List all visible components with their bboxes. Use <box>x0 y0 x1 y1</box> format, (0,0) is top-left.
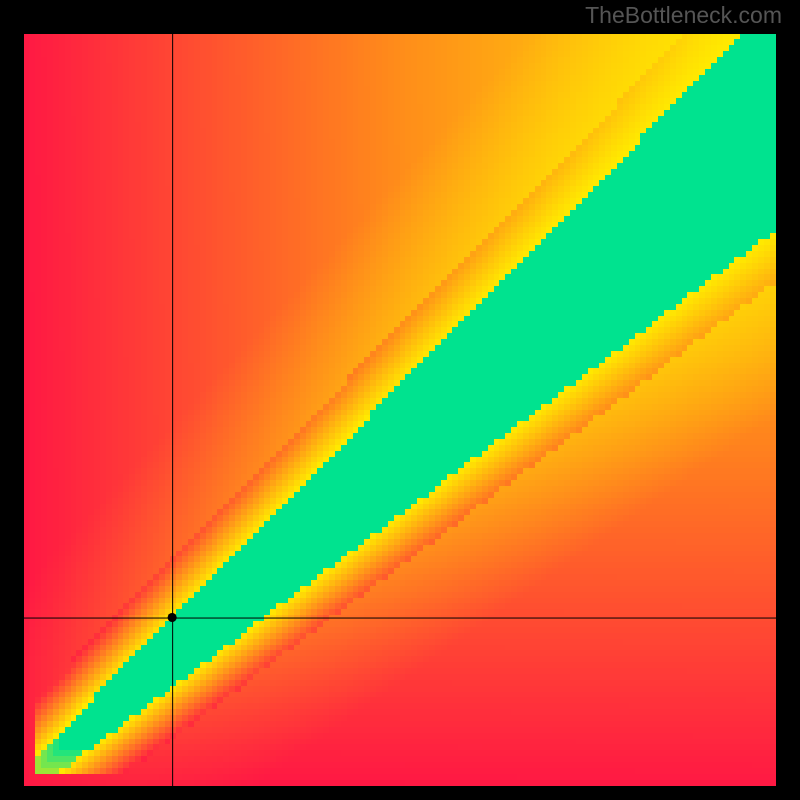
heatmap-area <box>24 34 776 786</box>
chart-container: TheBottleneck.com <box>0 0 800 800</box>
heatmap-canvas <box>24 34 776 786</box>
watermark-text: TheBottleneck.com <box>585 2 782 29</box>
